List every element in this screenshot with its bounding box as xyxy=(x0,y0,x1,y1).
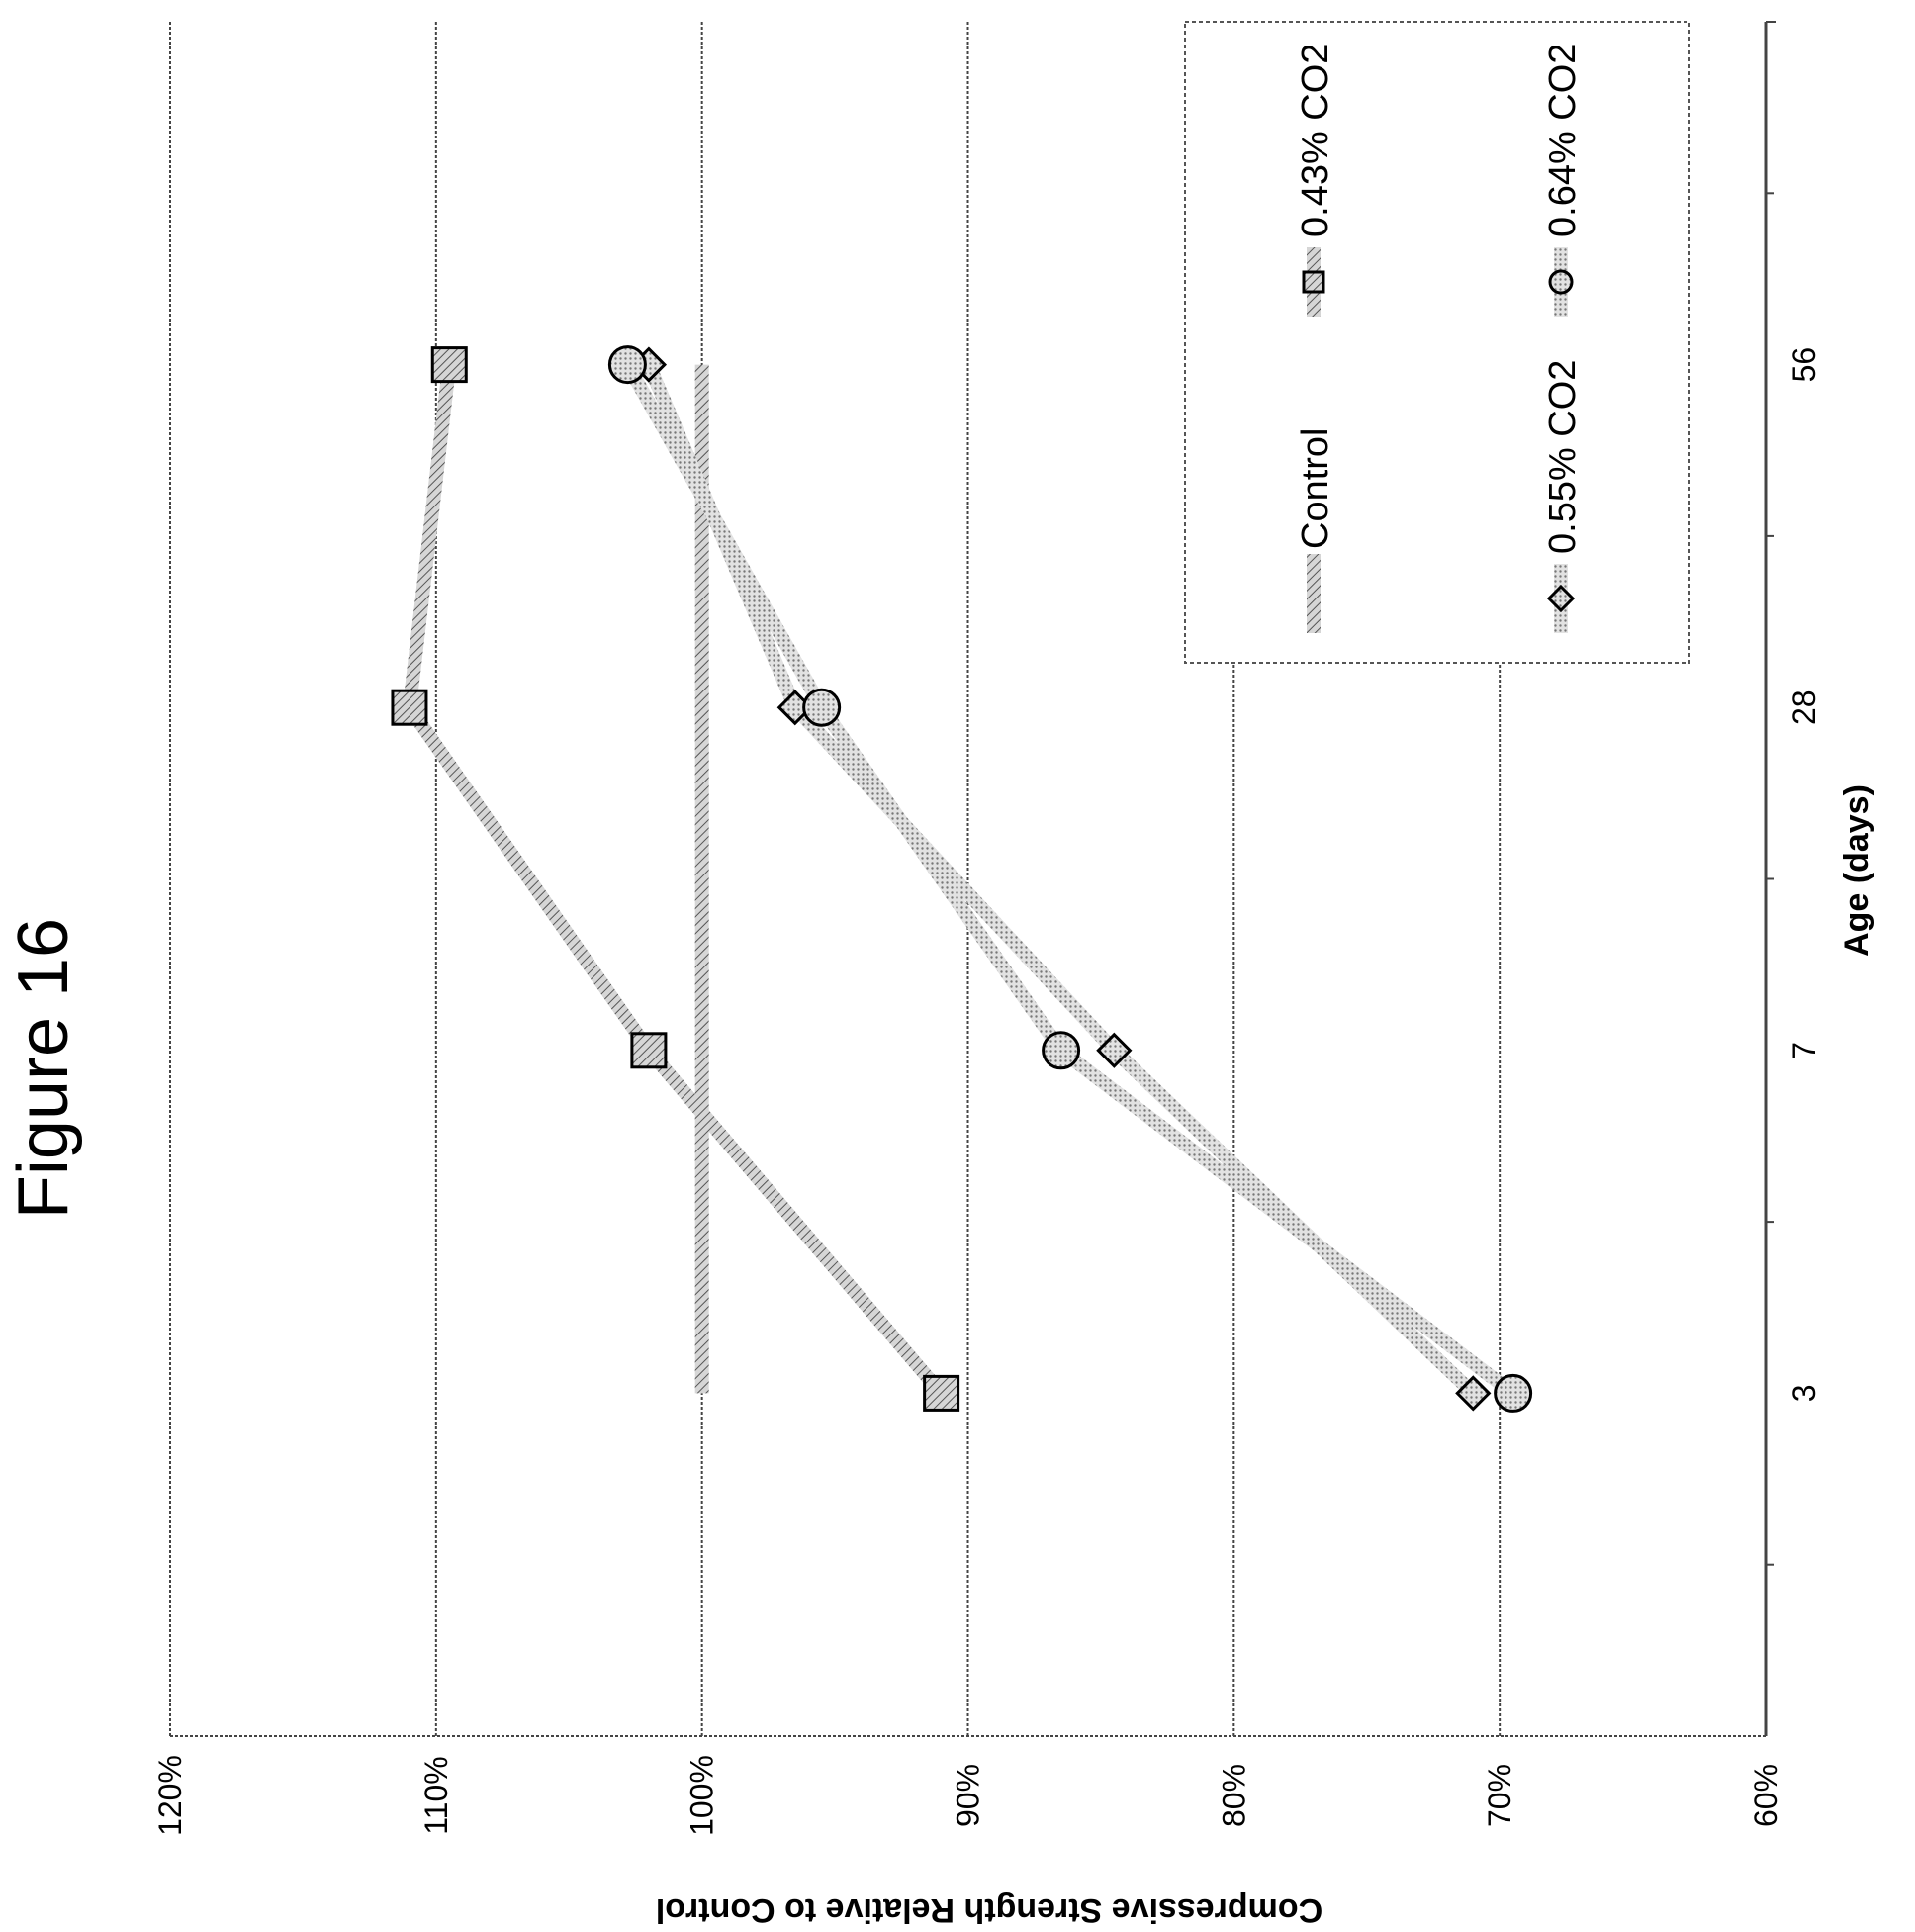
legend-item-co2-055: 0.55% CO2 xyxy=(1542,360,1584,633)
legend-label-co2-055: 0.55% CO2 xyxy=(1542,360,1584,554)
tick-labels: 60% 70% 80% 90% 100% 110% 120% 3 7 28 56 xyxy=(152,347,1822,1836)
legend-marker-square xyxy=(1302,270,1325,294)
legend-item-co2-043: 0.43% CO2 xyxy=(1295,44,1336,317)
data-point-square xyxy=(630,1032,668,1069)
legend-item-co2-064: 0.64% CO2 xyxy=(1542,44,1584,317)
y-axis-title: Compressive Strength Relative to Control xyxy=(656,1891,1322,1929)
legend-marker-circle xyxy=(1548,269,1574,295)
category-tick-label: 3 xyxy=(1786,1385,1822,1403)
legend-marker-diamond xyxy=(1546,584,1576,613)
category-tick-label: 7 xyxy=(1786,1042,1822,1059)
legend: Control 0.43% CO2 0.55% CO2 0.64% CO2 xyxy=(1184,21,1690,664)
data-point-circle xyxy=(802,688,842,727)
series-line-0-43-co2 xyxy=(402,363,947,1398)
series-line-0-64-co2 xyxy=(621,361,1517,1399)
legend-box xyxy=(1184,21,1690,664)
data-point-diamond xyxy=(1455,1375,1492,1412)
figure-title: Figure 16 xyxy=(4,918,83,1219)
data-point-diamond xyxy=(1096,1032,1133,1068)
data-point-square xyxy=(430,346,468,384)
x-axis-title: Age (days) xyxy=(1838,784,1875,957)
data-point-square xyxy=(391,689,428,726)
data-point-square xyxy=(923,1374,960,1412)
legend-label-co2-043: 0.43% CO2 xyxy=(1295,44,1336,237)
data-point-circle xyxy=(1494,1373,1533,1413)
legend-label-control: Control xyxy=(1295,428,1336,550)
value-tick-label: 110% xyxy=(418,1756,454,1834)
value-tick-label: 70% xyxy=(1482,1764,1517,1827)
value-tick-label: 100% xyxy=(684,1755,720,1836)
legend-item-control: Control xyxy=(1295,428,1336,633)
value-tick-label: 90% xyxy=(951,1764,986,1827)
value-tick-label: 60% xyxy=(1748,1764,1783,1827)
data-point-circle xyxy=(1042,1031,1081,1070)
category-tick-label: 28 xyxy=(1786,690,1822,725)
legend-label-co2-064: 0.64% CO2 xyxy=(1542,44,1584,237)
value-tick-label: 80% xyxy=(1216,1764,1251,1827)
category-tick-label: 56 xyxy=(1786,347,1822,383)
plot-area xyxy=(169,21,1776,1737)
data-point-circle xyxy=(607,345,647,385)
value-tick-label: 120% xyxy=(152,1755,188,1836)
